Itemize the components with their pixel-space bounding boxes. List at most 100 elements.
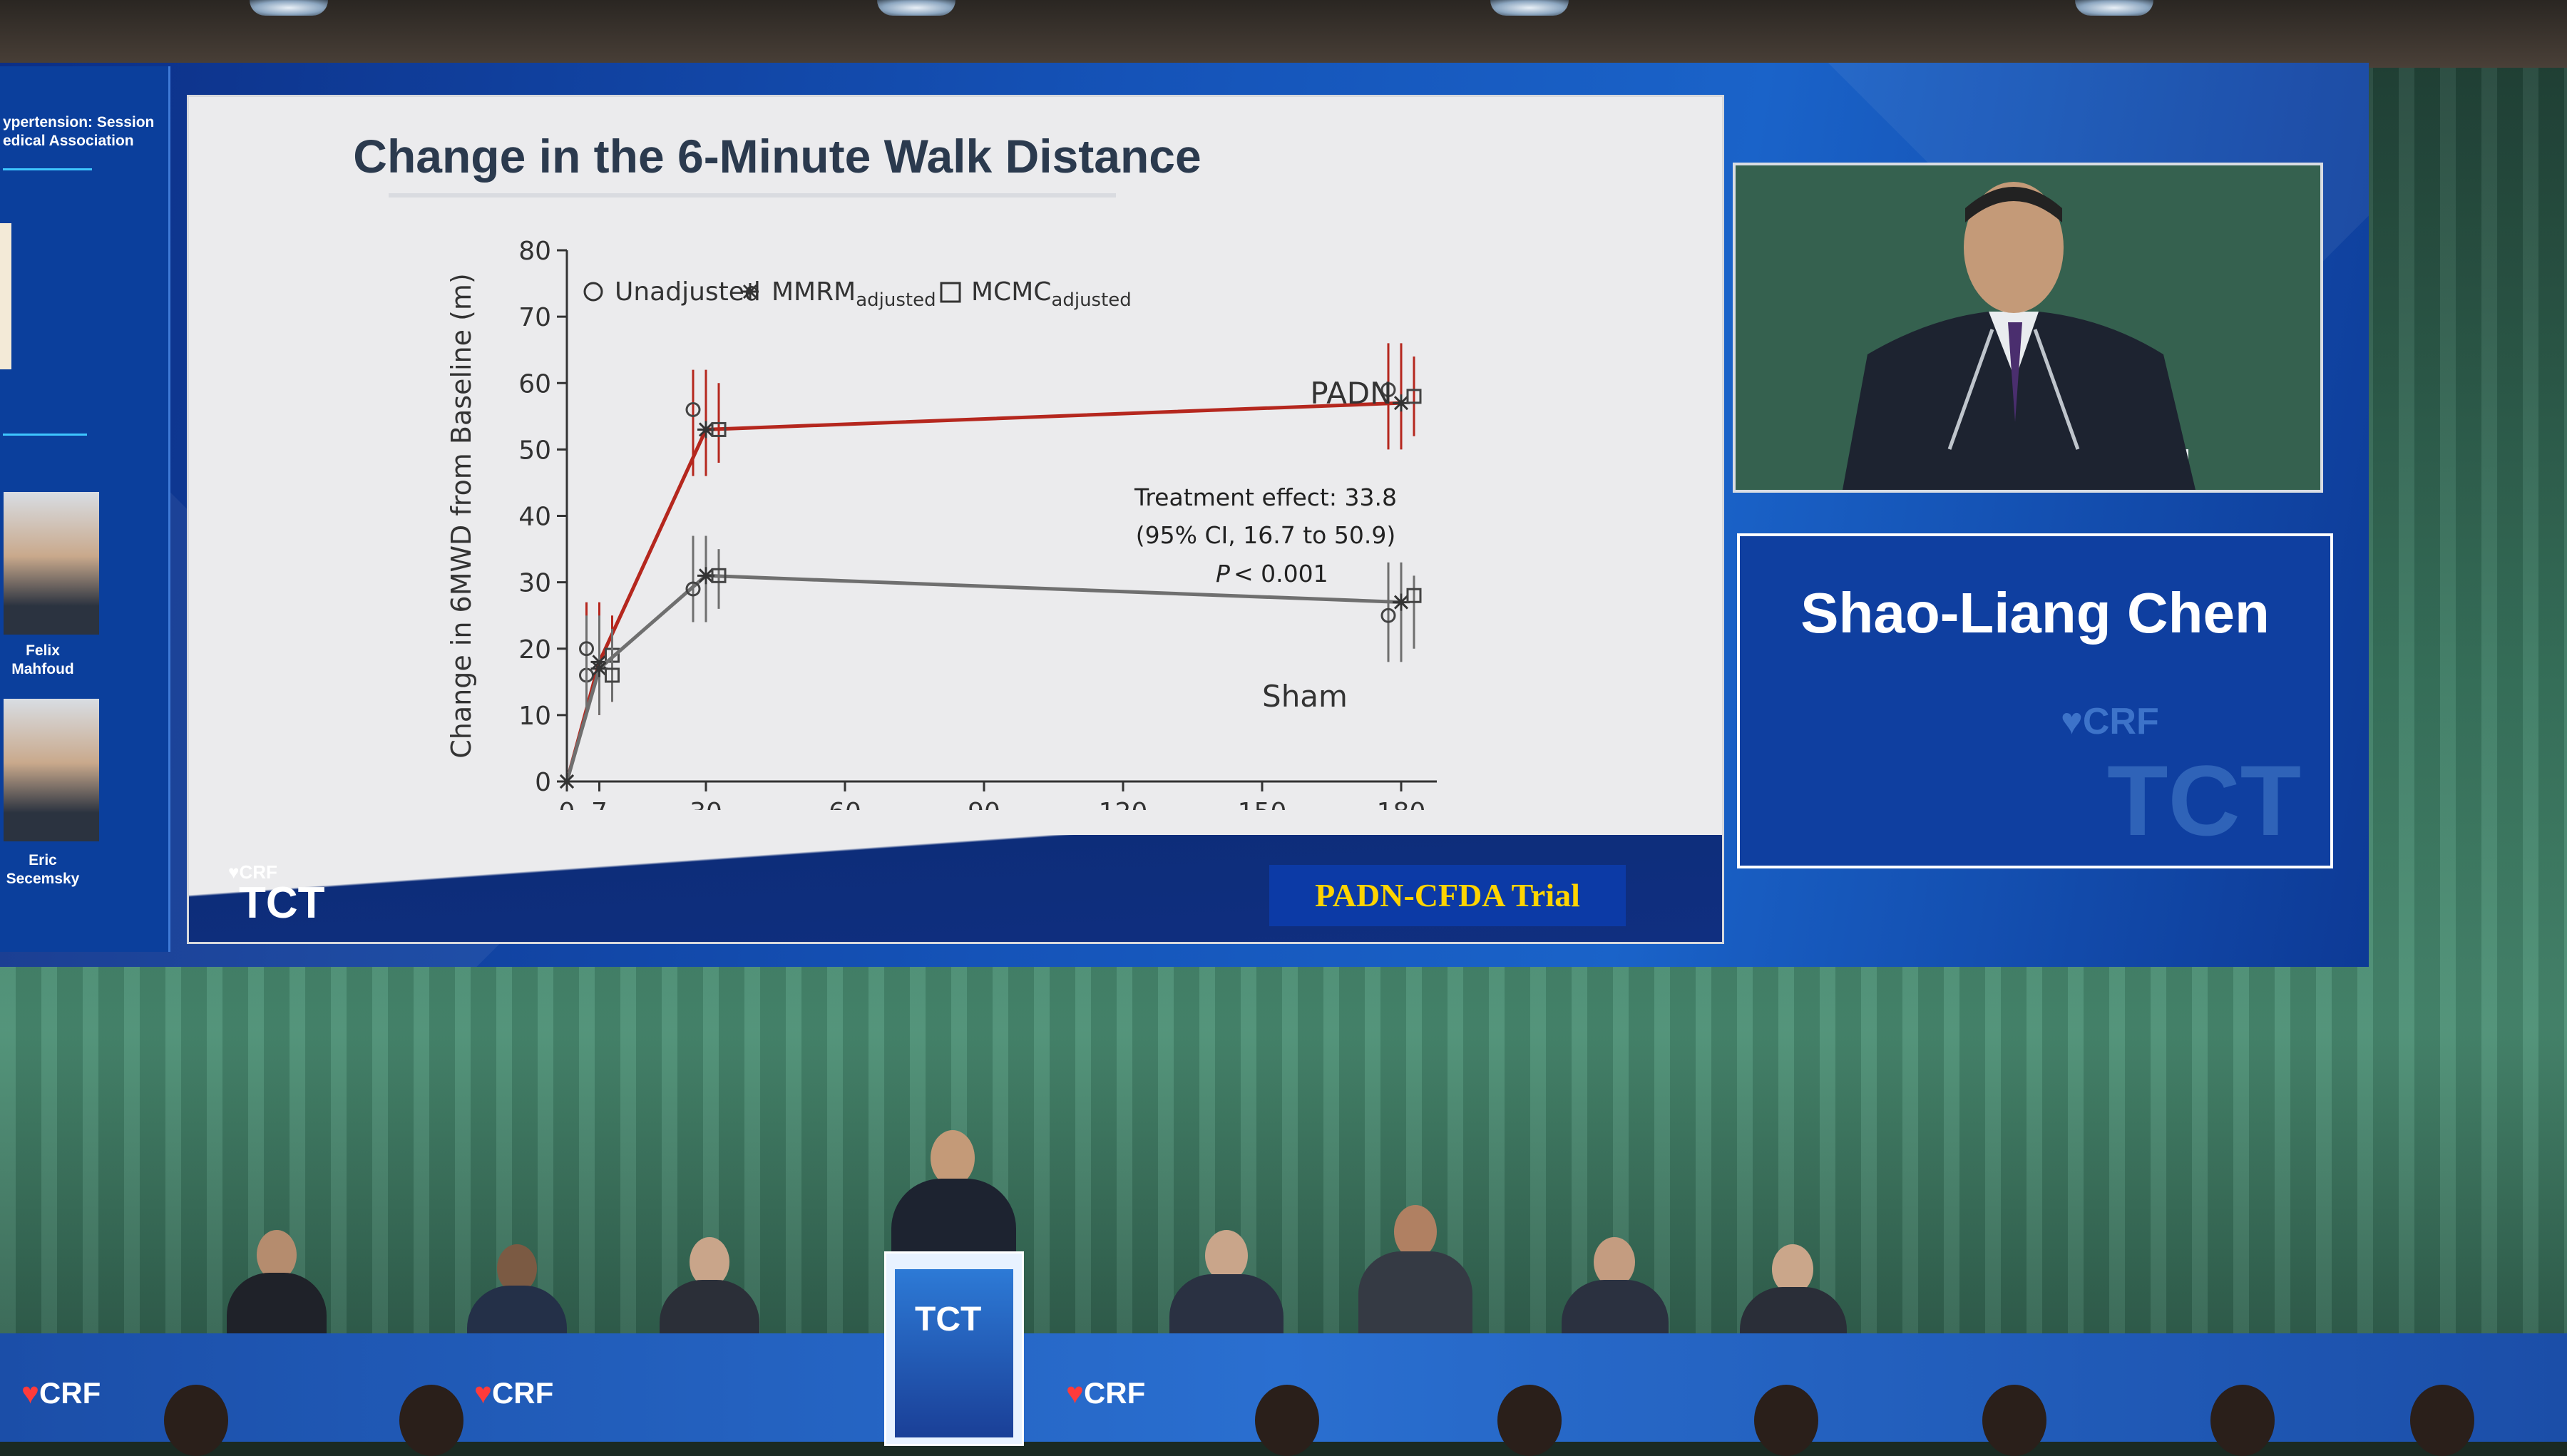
legend-circle-icon [583,282,603,302]
mmrm-point [1393,394,1410,412]
tct-logo: TCT [2107,744,2302,856]
divider [3,168,92,170]
crf-logo: ♥CRF [21,1376,101,1410]
audience-head [2210,1385,2275,1456]
panelist-first-name: Eric [29,852,57,868]
panelist-head [1394,1205,1437,1258]
y-tick-label: 60 [518,369,551,399]
crf-logo-text: CRF [2082,701,2159,742]
crf-logo-text: CRF [491,1376,554,1410]
y-tick-label: 20 [518,635,551,665]
panelist-head [497,1244,537,1293]
speaker-video-feed [1733,163,2323,493]
x-tick-label: 150 [1238,798,1287,810]
x-tick-label: 180 [1377,798,1426,810]
ceiling-light [1490,0,1569,16]
y-tick-label: 30 [518,569,551,598]
legend-label: MMRMadjusted [772,277,936,311]
heart-icon: ♥ [474,1376,492,1410]
mcmc-point [711,568,727,583]
panelist-last-name: Secemsky [6,871,80,887]
y-axis-label: Change in 6MWD from Baseline (m) [446,273,477,759]
annotation-p-symbol: P [1216,560,1230,588]
x-tick-label: 60 [829,798,861,810]
presenter-head [931,1130,975,1186]
podium: TCT [884,1251,1024,1446]
panelist-head [1772,1244,1813,1294]
unadjusted-point [685,581,701,597]
x-tick-label: 0 [559,798,575,810]
heart-icon: ♥ [21,1376,39,1410]
x-tick-label: 7 [591,798,608,810]
series-label-sham: Sham [1262,679,1348,714]
y-tick-label: 80 [518,237,551,266]
microphone-left [1947,329,1994,450]
mmrm-point-stroke [559,774,575,789]
speaker-head [1964,182,2064,313]
legend-label: MCMCadjusted [971,277,1132,311]
session-title-line: edical Association [3,133,134,149]
presenter [891,1130,1016,1258]
panelist [1740,1244,1847,1344]
panelist-last-name: Mahfoud [11,661,74,677]
trial-name-badge: PADN-CFDA Trial [1269,865,1626,926]
mmrm-point-stroke [698,422,714,437]
mmrm-point-stroke [698,568,714,583]
ceiling [0,0,2567,68]
panelist-body [227,1273,327,1344]
y-tick-label: 0 [535,768,551,797]
mmrm-point-stroke [742,284,758,299]
crf-logo: ♥CRF [2061,700,2159,743]
audience-head [1497,1385,1562,1456]
audience-head [164,1385,228,1456]
y-tick-label: 50 [518,436,551,465]
x-tick-label: 120 [1099,798,1148,810]
chart-marks [558,282,1422,790]
mcmc-point [605,667,620,683]
speaker-suit [1843,312,2195,490]
panelist-name: Eric Secemsky [0,851,86,888]
y-tick-label: 40 [518,503,551,532]
mmrm-point-stroke [1393,595,1409,610]
slide-title: Change in the 6-Minute Walk Distance [353,130,1201,183]
mcmc-point [1406,389,1422,404]
mmrm-point [742,283,759,300]
mmrm-point-stroke [1393,396,1409,411]
panelist-photo [4,492,99,635]
legend-label: Unadjusted [615,277,761,307]
panelist [1562,1237,1669,1344]
panelist-name: Felix Mahfoud [0,642,86,679]
heart-icon: ♥ [228,861,240,883]
tct-logo: TCT [239,878,325,928]
microphone-right [2033,329,2080,450]
panelist-first-name: Felix [26,642,60,659]
projection-screen: ypertension: Session edical Association … [0,63,2369,967]
speaker-name-card: Shao-Liang Chen ♥CRF TCT [1737,533,2333,868]
panelist [1358,1205,1472,1344]
heart-icon: ♥ [1066,1376,1084,1410]
unadjusted-point [1380,382,1396,398]
y-tick-label: 70 [518,303,551,332]
legend-square-icon [940,282,961,303]
podium-screen [895,1269,1013,1437]
speaker-tie [2008,322,2022,422]
mmrm-point-stroke [592,661,607,676]
x-tick-label: 90 [968,798,1000,810]
panelist-head [690,1237,729,1287]
mcmc-point [711,421,727,437]
x-tick-label: 30 [690,798,722,810]
mmrm-point [558,773,575,790]
panelist [467,1244,567,1344]
series-label-padn: PADN [1310,376,1392,411]
session-title-line: ypertension: Session [3,114,155,130]
panelist-head [1205,1230,1248,1281]
session-sidebar: ypertension: Session edical Association … [0,66,170,952]
session-title: ypertension: Session edical Association [3,113,163,150]
audience-head [1982,1385,2046,1456]
crf-logo: ♥CRF [228,861,277,883]
unadjusted-point [685,402,701,417]
divider [3,434,87,436]
annotation-treatment-effect: Treatment effect: 33.8 [1134,483,1397,511]
ceiling-light [2075,0,2153,16]
audience-head [2410,1385,2474,1456]
